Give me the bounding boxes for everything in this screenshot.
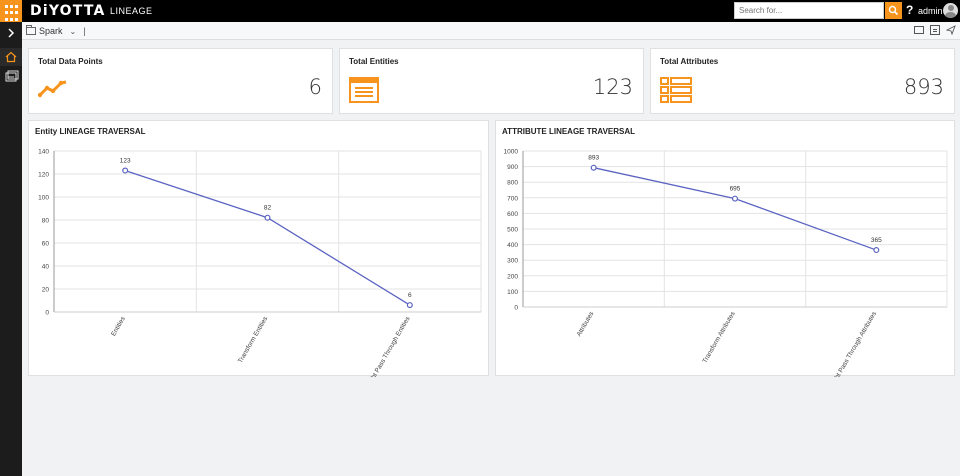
breadcrumb-actions — [914, 25, 956, 35]
series-line — [124, 169, 411, 306]
stat-title: Total Entities — [349, 57, 399, 66]
data-point — [732, 195, 739, 202]
stat-title: Total Attributes — [660, 57, 719, 66]
send-icon[interactable] — [946, 25, 956, 35]
datasets-icon[interactable] — [0, 68, 22, 86]
y-tick-label: 60 — [42, 241, 50, 248]
sidebar — [0, 22, 22, 476]
y-tick-label: 700 — [507, 195, 518, 202]
y-tick-label: 900 — [507, 164, 518, 171]
data-label: 123 — [120, 158, 131, 165]
breadcrumb: Spark ⌄ | — [22, 22, 960, 40]
series-line — [593, 167, 877, 251]
folder-icon — [26, 25, 36, 35]
stat-title: Total Data Points — [38, 57, 103, 66]
data-label: 6 — [408, 292, 412, 299]
y-tick-label: 1000 — [504, 149, 519, 156]
y-tick-label: 800 — [507, 180, 518, 187]
x-tick-label: Straight Pass Through Attributes — [825, 310, 878, 377]
y-tick-label: 100 — [507, 289, 518, 296]
stat-value: 123 — [592, 75, 633, 99]
breadcrumb-label: Spark — [39, 26, 63, 36]
top-bar: DiYOTTA LINEAGE ? admin — [0, 0, 960, 22]
y-tick-label: 400 — [507, 242, 518, 249]
x-tick-label: Transform Attributes — [702, 310, 738, 365]
y-tick-label: 0 — [45, 310, 49, 317]
chevron-down-icon[interactable]: ⌄ — [69, 26, 77, 36]
attribute-lineage-panel: ATTRIBUTE LINEAGE TRAVERSAL 0 100 200 300 40… — [495, 120, 955, 377]
document-icon[interactable] — [930, 25, 940, 35]
avatar[interactable] — [943, 3, 958, 18]
breadcrumb-item[interactable]: Spark ⌄ | — [26, 25, 86, 36]
y-tick-label: 100 — [38, 195, 49, 202]
app-logo: DiYOTTA — [30, 3, 106, 19]
folder-icon[interactable] — [914, 26, 924, 34]
y-tick-label: 140 — [38, 149, 49, 156]
expand-sidebar-icon[interactable] — [0, 24, 22, 42]
module-title: LINEAGE — [110, 6, 153, 16]
x-tick-label: Transform Entities — [237, 315, 270, 365]
stat-value: 893 — [903, 75, 944, 99]
data-label: 82 — [264, 205, 272, 212]
data-point — [873, 247, 880, 254]
help-button[interactable]: ? — [906, 3, 914, 17]
entity-list-icon — [349, 77, 379, 103]
data-point — [406, 302, 413, 309]
x-tick-label: Attributes — [576, 310, 596, 338]
apps-grid-icon[interactable] — [0, 0, 22, 22]
x-tick-label: Entities — [110, 315, 127, 338]
y-tick-label: 0 — [514, 305, 518, 312]
stat-card-attributes: Total Attributes 893 — [650, 48, 955, 114]
y-tick-label: 500 — [507, 227, 518, 234]
search-input[interactable] — [734, 2, 884, 19]
data-label: 893 — [588, 155, 599, 162]
x-tick-label: Straight Pass Through Entities — [362, 315, 412, 377]
user-name[interactable]: admin — [918, 6, 943, 16]
y-tick-label: 120 — [38, 172, 49, 179]
data-point — [264, 214, 271, 221]
attribute-list-icon — [660, 77, 692, 103]
breadcrumb-cursor: | — [83, 26, 86, 36]
data-label: 365 — [871, 237, 882, 244]
y-tick-label: 80 — [42, 218, 50, 225]
data-label: 695 — [730, 186, 741, 193]
search-button[interactable] — [885, 2, 902, 19]
home-icon[interactable] — [0, 48, 22, 66]
panel-title: Entity LINEAGE TRAVERSAL — [35, 127, 146, 136]
stat-card-entities: Total Entities 123 — [339, 48, 644, 114]
y-tick-label: 40 — [42, 264, 50, 271]
y-tick-label: 300 — [507, 258, 518, 265]
stat-card-data-points: Total Data Points 6 — [28, 48, 333, 114]
data-point — [590, 164, 597, 171]
trend-line-icon — [38, 80, 67, 98]
entity-lineage-chart: 0 20 40 60 80 100 120 140 123 82 6 Entities Transfor… — [38, 149, 482, 377]
panel-title: ATTRIBUTE LINEAGE TRAVERSAL — [502, 127, 636, 136]
stat-value: 6 — [308, 75, 322, 99]
y-tick-label: 200 — [507, 273, 518, 280]
y-tick-label: 20 — [42, 287, 50, 294]
search-icon — [888, 5, 899, 16]
data-point — [122, 167, 129, 174]
attribute-lineage-chart: 0 100 200 300 400 500 600 700 800 900 1000 893 695 36… — [504, 149, 948, 377]
entity-lineage-panel: Entity LINEAGE TRAVERSAL 0 20 40 60 80 100 120… — [28, 120, 489, 377]
y-tick-label: 600 — [507, 211, 518, 218]
